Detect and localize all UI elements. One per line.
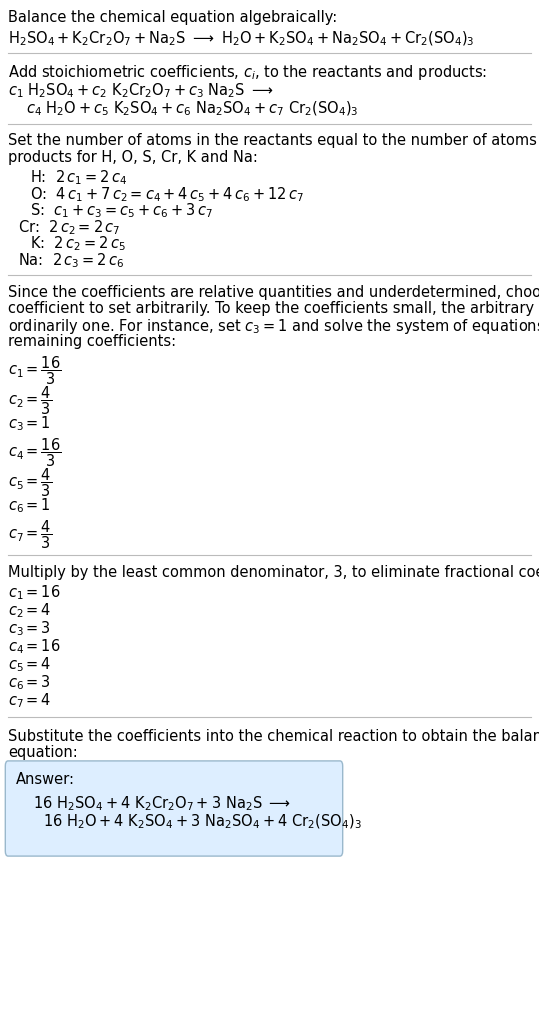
Text: O:  $4\,c_1 + 7\,c_2 = c_4 + 4\,c_5 + 4\,c_6 + 12\,c_7$: O: $4\,c_1 + 7\,c_2 = c_4 + 4\,c_5 + 4\,… [30, 185, 304, 204]
Text: $c_3 = 1$: $c_3 = 1$ [8, 414, 51, 434]
Text: $c_7 = \dfrac{4}{3}$: $c_7 = \dfrac{4}{3}$ [8, 518, 52, 551]
Text: $c_2 = 4$: $c_2 = 4$ [8, 601, 51, 620]
Text: remaining coefficients:: remaining coefficients: [8, 334, 176, 349]
Text: coefficient to set arbitrarily. To keep the coefficients small, the arbitrary va: coefficient to set arbitrarily. To keep … [8, 301, 539, 316]
Text: Multiply by the least common denominator, 3, to eliminate fractional coefficient: Multiply by the least common denominator… [8, 565, 539, 579]
Text: $c_4 = \dfrac{16}{3}$: $c_4 = \dfrac{16}{3}$ [8, 437, 61, 469]
Text: $\mathrm{H_2SO_4 + K_2Cr_2O_7 + Na_2S\ \longrightarrow\ H_2O + K_2SO_4 + Na_2SO_: $\mathrm{H_2SO_4 + K_2Cr_2O_7 + Na_2S\ \… [8, 30, 475, 48]
Text: Answer:: Answer: [16, 772, 75, 787]
Text: S:  $c_1 + c_3 = c_5 + c_6 + 3\,c_7$: S: $c_1 + c_3 = c_5 + c_6 + 3\,c_7$ [30, 202, 213, 220]
Text: $c_1\ \mathrm{H_2SO_4} + c_2\ \mathrm{K_2Cr_2O_7} + c_3\ \mathrm{Na_2S}\ \longri: $c_1\ \mathrm{H_2SO_4} + c_2\ \mathrm{K_… [8, 81, 274, 100]
Text: $16\ \mathrm{H_2SO_4} + 4\ \mathrm{K_2Cr_2O_7} + 3\ \mathrm{Na_2S}\ \longrightar: $16\ \mathrm{H_2SO_4} + 4\ \mathrm{K_2Cr… [33, 794, 291, 813]
Text: ordinarily one. For instance, set $c_3 = 1$ and solve the system of equations fo: ordinarily one. For instance, set $c_3 =… [8, 318, 539, 337]
Text: $c_6 = 1$: $c_6 = 1$ [8, 497, 51, 515]
Text: Substitute the coefficients into the chemical reaction to obtain the balanced: Substitute the coefficients into the che… [8, 729, 539, 744]
Text: $c_5 = 4$: $c_5 = 4$ [8, 655, 51, 674]
Text: products for H, O, S, Cr, K and Na:: products for H, O, S, Cr, K and Na: [8, 150, 258, 165]
Text: K:  $2\,c_2 = 2\,c_5$: K: $2\,c_2 = 2\,c_5$ [30, 234, 126, 253]
Text: Set the number of atoms in the reactants equal to the number of atoms in the: Set the number of atoms in the reactants… [8, 133, 539, 149]
Text: Na:  $2\,c_3 = 2\,c_6$: Na: $2\,c_3 = 2\,c_6$ [18, 251, 125, 270]
Text: $c_6 = 3$: $c_6 = 3$ [8, 673, 51, 691]
Text: $c_2 = \dfrac{4}{3}$: $c_2 = \dfrac{4}{3}$ [8, 385, 52, 417]
Text: H:  $2\,c_1 = 2\,c_4$: H: $2\,c_1 = 2\,c_4$ [30, 169, 128, 187]
Text: Add stoichiometric coefficients, $c_i$, to the reactants and products:: Add stoichiometric coefficients, $c_i$, … [8, 63, 487, 82]
Text: $c_3 = 3$: $c_3 = 3$ [8, 619, 51, 637]
Text: Since the coefficients are relative quantities and underdetermined, choose a: Since the coefficients are relative quan… [8, 284, 539, 299]
Text: Cr:  $2\,c_2 = 2\,c_7$: Cr: $2\,c_2 = 2\,c_7$ [18, 218, 120, 237]
Text: $c_5 = \dfrac{4}{3}$: $c_5 = \dfrac{4}{3}$ [8, 466, 52, 499]
Text: equation:: equation: [8, 745, 78, 760]
Text: $c_1 = \dfrac{16}{3}$: $c_1 = \dfrac{16}{3}$ [8, 354, 61, 387]
Text: $16\ \mathrm{H_2O} + 4\ \mathrm{K_2SO_4} + 3\ \mathrm{Na_2SO_4} + 4\ \mathrm{Cr_: $16\ \mathrm{H_2O} + 4\ \mathrm{K_2SO_4}… [43, 813, 362, 832]
Text: $c_4\ \mathrm{H_2O} + c_5\ \mathrm{K_2SO_4} + c_6\ \mathrm{Na_2SO_4} + c_7\ \mat: $c_4\ \mathrm{H_2O} + c_5\ \mathrm{K_2SO… [26, 100, 358, 118]
Text: $c_4 = 16$: $c_4 = 16$ [8, 637, 60, 656]
Text: Balance the chemical equation algebraically:: Balance the chemical equation algebraica… [8, 10, 337, 25]
FancyBboxPatch shape [5, 760, 343, 856]
Text: $c_7 = 4$: $c_7 = 4$ [8, 691, 51, 710]
Text: $c_1 = 16$: $c_1 = 16$ [8, 583, 60, 602]
